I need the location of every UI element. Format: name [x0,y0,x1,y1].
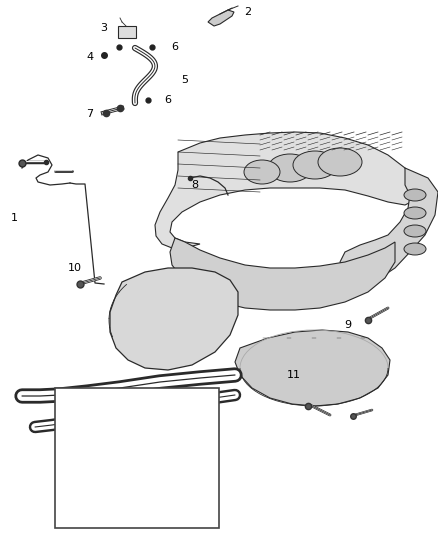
Ellipse shape [404,225,426,237]
Ellipse shape [293,151,337,179]
Polygon shape [110,268,238,370]
Ellipse shape [404,207,426,219]
Text: 2: 2 [244,7,251,17]
Ellipse shape [404,243,426,255]
Text: 4: 4 [86,52,94,62]
Text: 7: 7 [86,109,94,119]
Text: 8: 8 [191,180,198,190]
Bar [118,26,136,38]
Text: 9: 9 [344,320,352,330]
Text: 6: 6 [172,42,179,52]
Polygon shape [235,330,390,406]
Ellipse shape [244,160,280,184]
Polygon shape [340,168,438,282]
Text: 1: 1 [11,213,18,223]
Ellipse shape [268,154,312,182]
Ellipse shape [318,148,362,176]
Text: 3: 3 [100,23,107,33]
Polygon shape [208,10,234,26]
Text: 5: 5 [181,75,188,85]
Polygon shape [170,238,395,310]
Text: 6: 6 [165,95,172,105]
Bar [55,388,219,528]
Ellipse shape [404,189,426,201]
Text: 11: 11 [287,370,301,380]
Polygon shape [155,132,418,248]
Text: 10: 10 [68,263,82,273]
